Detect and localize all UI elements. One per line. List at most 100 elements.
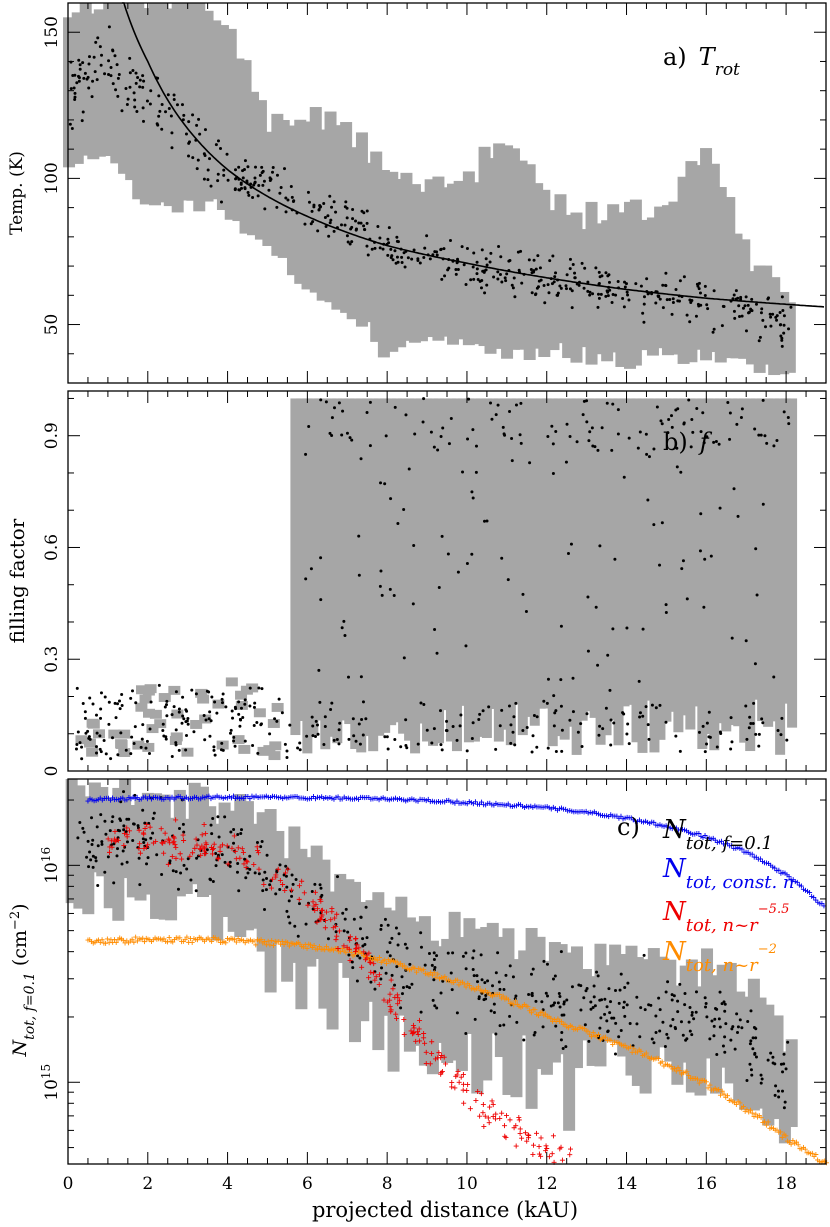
temperature-point <box>80 119 84 123</box>
ff-point <box>707 710 711 714</box>
ff-point <box>568 718 572 722</box>
ff-point <box>471 496 475 500</box>
ff-point <box>174 741 178 745</box>
temperature-point <box>606 294 610 298</box>
series-point-red <box>464 1088 470 1094</box>
series-point-black <box>400 992 404 996</box>
ff-point <box>702 605 706 609</box>
ff-point <box>757 744 761 748</box>
ff-point <box>233 744 237 748</box>
series-point-red <box>329 906 335 912</box>
series-point-black <box>514 994 518 998</box>
series-point-orange <box>543 1011 549 1017</box>
series-point-black <box>379 977 383 981</box>
y-tick-label: 0.3 <box>42 646 62 673</box>
ff-point <box>705 742 709 746</box>
ff-point <box>124 748 128 752</box>
temperature-point <box>400 260 404 264</box>
series-point-blue <box>776 867 782 873</box>
ff-point <box>285 749 289 753</box>
filling-factor-error-bars <box>75 398 798 761</box>
temperature-point <box>393 249 397 253</box>
temperature-point <box>625 290 629 294</box>
ff-point <box>228 731 232 735</box>
ff-point <box>616 408 620 412</box>
series-point-black <box>380 966 384 970</box>
series-point-red <box>429 1051 435 1057</box>
temperature-bar <box>501 145 514 359</box>
series-point-orange <box>562 1021 568 1027</box>
series-point-orange <box>164 939 170 945</box>
series-point-black <box>561 1047 565 1051</box>
temperature-point <box>769 324 773 328</box>
temperature-point <box>329 218 333 222</box>
series-point-black <box>489 1009 493 1013</box>
ff-point <box>251 743 255 747</box>
series-point-red <box>517 1131 523 1137</box>
series-point-orange <box>433 974 439 980</box>
series-point-black <box>86 839 90 843</box>
ff-point <box>87 735 91 739</box>
series-point-black <box>759 1081 763 1085</box>
series-point-black <box>176 887 180 891</box>
series-point-orange <box>456 982 462 988</box>
ff-point <box>682 422 686 426</box>
ff-point <box>330 416 334 420</box>
x-tick-label: 12 <box>536 1174 558 1194</box>
ff-point <box>675 446 679 450</box>
series-point-black <box>90 816 94 820</box>
legend-entry-main: N <box>662 815 687 845</box>
series-point-orange <box>113 939 119 945</box>
series-point-black <box>464 951 468 955</box>
ff-point <box>715 745 719 749</box>
series-point-black <box>208 877 212 881</box>
temperature-point <box>740 314 744 318</box>
temperature-point <box>573 276 577 280</box>
series-point-red <box>524 1138 530 1144</box>
ff-box <box>139 694 152 704</box>
temperature-point <box>582 286 586 290</box>
series-point-black <box>635 1022 639 1026</box>
temperature-point <box>68 122 72 126</box>
ff-point <box>647 737 651 741</box>
temperature-point <box>516 250 520 254</box>
temperature-point <box>550 282 554 286</box>
temperature-point <box>789 305 793 309</box>
ff-point <box>701 724 705 728</box>
series-point-black <box>609 1000 613 1004</box>
series-point-black <box>319 886 323 890</box>
ff-point <box>304 577 308 581</box>
ff-point <box>120 704 124 708</box>
temperature-point <box>310 209 314 213</box>
series-point-black <box>477 995 481 999</box>
series-point-red <box>317 896 323 902</box>
series-point-red <box>296 883 302 889</box>
ff-point <box>439 434 443 438</box>
temperature-point <box>418 261 422 265</box>
series-point-orange <box>97 939 103 945</box>
temperature-point <box>596 292 600 296</box>
series-point-red <box>485 1115 491 1121</box>
temperature-point <box>738 315 742 319</box>
legend-entry: Ntot, f=0.1 <box>662 815 773 854</box>
temperature-point <box>257 184 261 188</box>
temperature-point <box>743 304 747 308</box>
ff-point <box>655 405 659 409</box>
series-point-black <box>152 811 156 815</box>
temperature-point <box>734 289 738 293</box>
ff-point <box>459 713 463 717</box>
temperature-point <box>131 69 135 73</box>
ff-bar <box>290 398 301 736</box>
temperature-point <box>252 183 256 187</box>
series-point-black <box>480 978 484 982</box>
series-point-black <box>771 1061 775 1065</box>
ff-bar <box>374 398 385 736</box>
ff-point <box>587 439 591 443</box>
series-point-red <box>283 870 289 876</box>
series-point-orange <box>99 937 105 943</box>
series-point-red <box>454 1072 460 1078</box>
temperature-point <box>362 224 366 228</box>
ff-point <box>478 712 482 716</box>
ff-point <box>569 542 573 546</box>
ff-point <box>714 439 718 443</box>
